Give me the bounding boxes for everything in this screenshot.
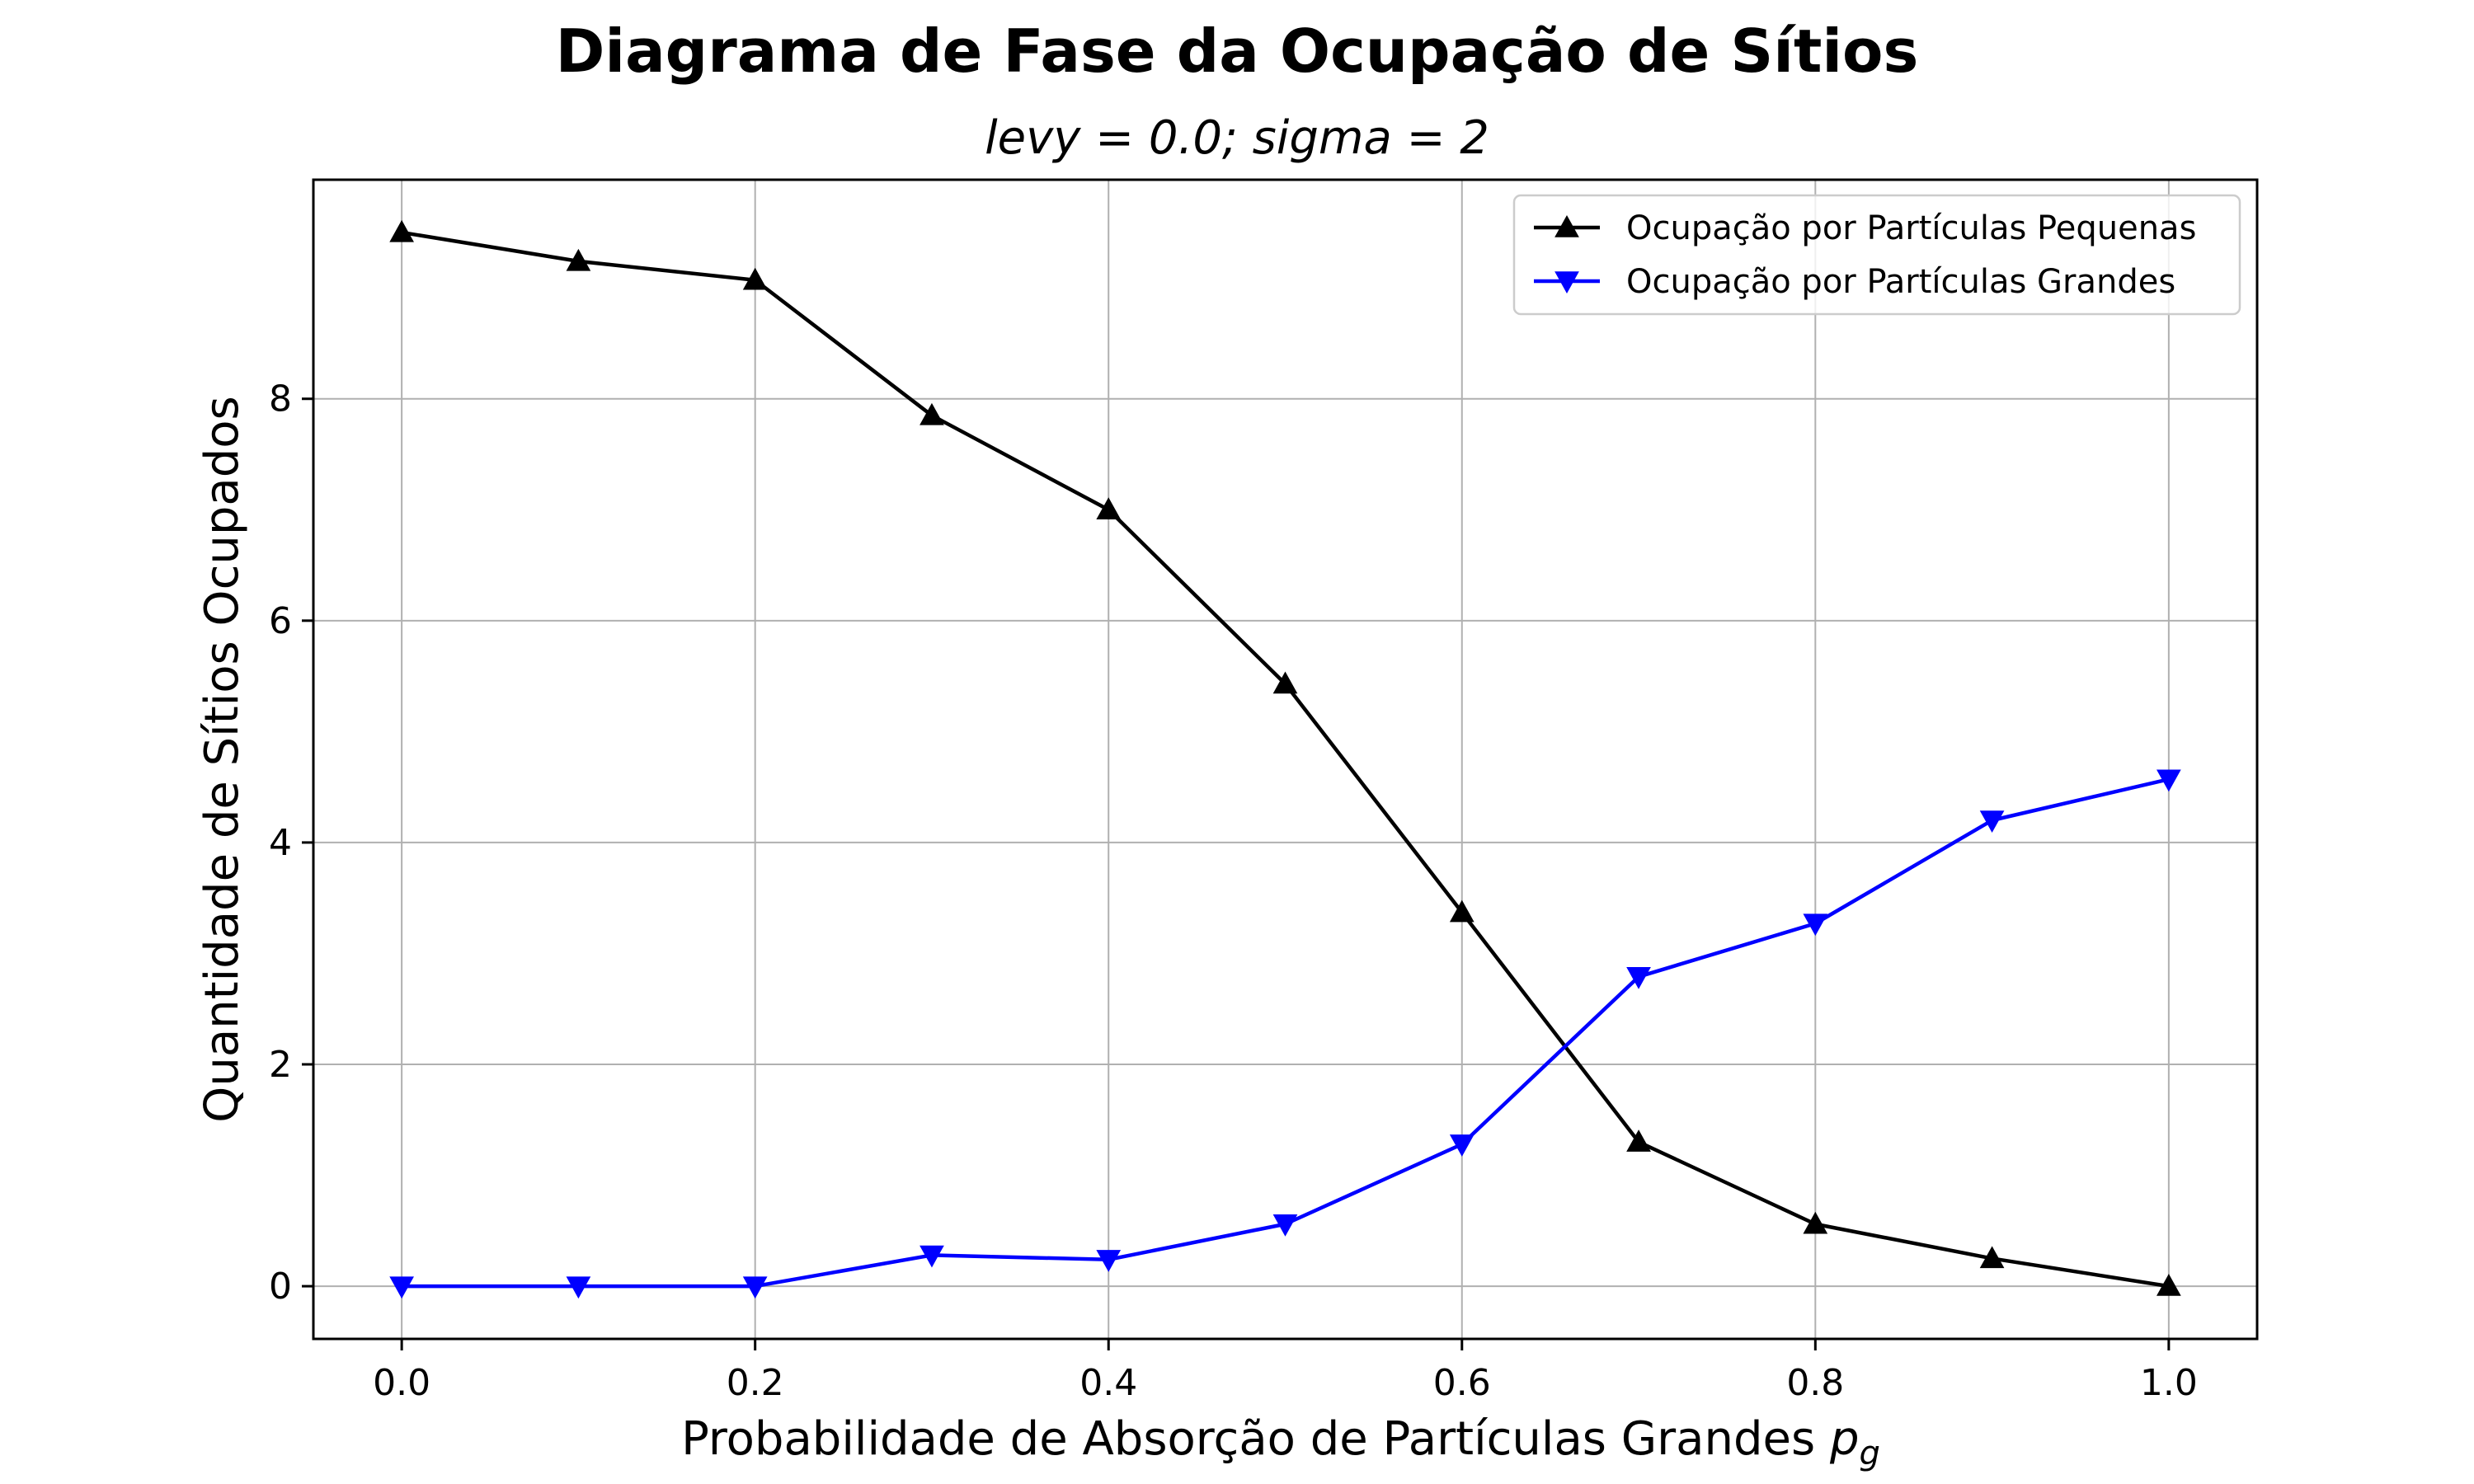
data-point-small-particles — [1979, 1246, 2005, 1269]
data-point-small-particles — [1096, 497, 1122, 519]
y-tick-label: 8 — [269, 378, 292, 420]
x-axis-label-symbol: p — [1829, 1412, 1860, 1466]
data-point-small-particles — [742, 267, 768, 290]
legend-label-small-particles: Ocupação por Partículas Pequenas — [1626, 209, 2196, 247]
legend: Ocupação por Partículas Pequenas Ocupação… — [1512, 194, 2241, 316]
data-point-large-particles — [1096, 1250, 1122, 1272]
data-point-large-particles — [1979, 810, 2005, 834]
y-tick-label: 6 — [269, 600, 292, 642]
series-markers — [389, 219, 2181, 1299]
x-tick-label: 0.6 — [1433, 1362, 1491, 1404]
x-axis-label: Probabilidade de Absorção de Partículas … — [681, 1412, 1880, 1472]
data-point-large-particles — [389, 1276, 414, 1299]
y-tick-label: 2 — [269, 1044, 292, 1086]
x-tick-label: 0.0 — [373, 1362, 430, 1404]
x-axis-ticks: 0.0 0.2 0.4 0.6 0.8 1.0 — [373, 1339, 2198, 1404]
data-point-large-particles — [1626, 967, 1651, 989]
data-point-small-particles — [1272, 671, 1298, 694]
chart-title: Diagrama de Fase da Ocupação de Sítios — [556, 16, 1919, 86]
x-axis-label-subscript: g — [1860, 1435, 1880, 1472]
x-tick-label: 0.4 — [1079, 1362, 1137, 1404]
data-point-large-particles — [742, 1276, 768, 1299]
data-point-large-particles — [1272, 1214, 1298, 1237]
y-axis-ticks: 0 2 4 6 8 — [269, 378, 313, 1308]
data-point-small-particles — [566, 248, 591, 271]
x-tick-label: 1.0 — [2140, 1362, 2198, 1404]
grid — [313, 180, 2257, 1339]
data-point-small-particles — [1626, 1129, 1651, 1152]
data-point-large-particles — [1449, 1134, 1475, 1157]
x-tick-label: 0.2 — [727, 1362, 784, 1404]
data-point-small-particles — [2157, 1274, 2181, 1296]
data-point-large-particles — [920, 1245, 944, 1268]
x-tick-label: 0.8 — [1786, 1362, 1844, 1404]
plot-frame — [312, 178, 2259, 1341]
x-axis-label-text: Probabilidade de Absorção de Partículas … — [681, 1412, 1815, 1466]
data-point-large-particles — [1803, 913, 1828, 937]
data-point-large-particles — [566, 1276, 591, 1299]
y-tick-label: 0 — [269, 1266, 292, 1308]
data-point-small-particles — [1803, 1211, 1828, 1234]
legend-box — [1512, 194, 2241, 316]
legend-marker-large-particles — [1554, 271, 1579, 294]
series-line-large-particles — [402, 777, 2170, 1289]
y-axis-label: Quantidade de Sítios Ocupados — [195, 396, 249, 1122]
data-point-small-particles — [920, 402, 944, 425]
series-line-small-particles — [401, 230, 2170, 1289]
data-point-small-particles — [1449, 899, 1475, 923]
series-lines — [401, 230, 2170, 1289]
legend-marker-small-particles — [1554, 214, 1579, 237]
legend-label-large-particles: Ocupação por Partículas Grandes — [1626, 263, 2175, 301]
data-point-small-particles — [389, 219, 414, 242]
y-tick-label: 4 — [269, 822, 292, 864]
data-point-large-particles — [2157, 769, 2181, 792]
chart-subtitle: levy = 0.0; sigma = 2 — [985, 111, 1489, 165]
